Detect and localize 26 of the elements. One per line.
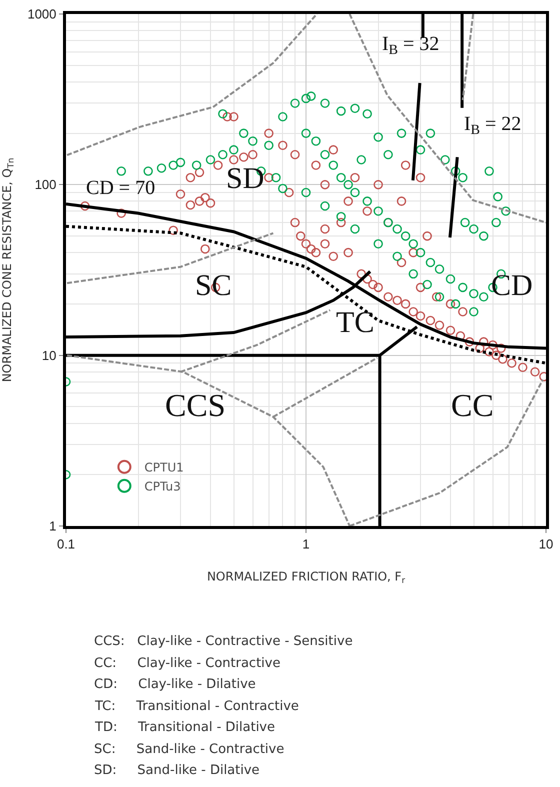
annotation: CD = 70 [86,177,156,199]
text: CCS: Clay-like - Contractive - Sensitive [94,634,353,649]
annotation: CD [491,269,533,302]
annotation: I$_{B}$ = 32 [382,33,440,58]
annotation: I$_{B}$ = 22 [464,113,522,138]
x-tick-label: 10 [538,536,554,552]
text: TD: Transitional - Dilative [94,720,275,735]
y-tick-label: 100 [34,177,56,192]
y-tick-label: 1000 [27,6,56,22]
text: SC: Sand-like - Contractive [94,742,284,757]
y-tick-label: 10 [42,348,56,363]
legend-label: CPTU1 [144,460,184,475]
annotation: SD [226,162,264,195]
text: CD: Clay-like - Dilative [94,677,256,692]
legend-label: CPTu3 [144,480,181,494]
x-axis-title: NORMALIZED FRICTION RATIO, F$_{r}$ [206,570,406,586]
annotation: CCS [165,387,226,423]
text: SD: Sand-like - Dilative [94,763,260,778]
x-tick-label: 0.1 [56,536,76,552]
text: CC: Clay-like - Contractive [94,656,280,671]
annotation: CC [451,387,494,423]
text: TC: Transitional - Contractive [94,699,299,714]
annotation: SC [195,269,232,302]
y-tick-label: 1 [49,518,56,534]
annotation: TC [336,306,374,339]
x-tick-label: 1 [302,536,310,552]
